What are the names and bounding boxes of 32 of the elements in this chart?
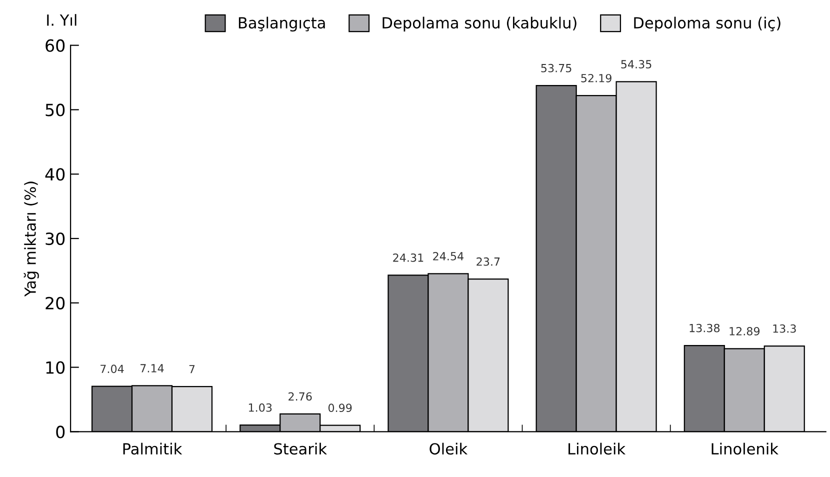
data-label: 52.19 [581, 74, 612, 82]
data-label: 12.89 [730, 327, 760, 336]
legend-label: Başlangıçta [238, 16, 325, 32]
data-label: 7.04 [100, 364, 124, 374]
data-label: 54.35 [621, 60, 652, 68]
x-tick-label: Palmitik [123, 442, 182, 455]
data-label: 1.03 [248, 403, 272, 412]
x-tick-label: Linoleik [568, 442, 626, 455]
y-tick-label: 50 [46, 104, 65, 116]
data-label: 13.38 [690, 324, 720, 332]
data-label: 7.14 [140, 364, 164, 372]
x-tick-label: Oleik [430, 442, 468, 455]
legend-title: I. Yıl [47, 14, 76, 26]
legend-label: Depolama sonu (kabuklu) [382, 16, 576, 32]
y-tick-label: 10 [46, 361, 65, 374]
data-label: 53.75 [541, 64, 572, 72]
data-label: 24.31 [393, 253, 424, 262]
data-label: 2.76 [288, 392, 312, 401]
y-tick-label: 0 [56, 426, 65, 438]
data-label: 13.3 [773, 324, 796, 333]
data-label: 7 [189, 365, 195, 374]
y-axis-title: Yağ miktarı (%) [24, 182, 39, 297]
data-label: 0.99 [328, 404, 352, 412]
y-tick-label: 40 [45, 168, 65, 181]
legend-label: Depoloma sonu (iç) [634, 16, 780, 32]
x-tick-label: Stearik [274, 442, 327, 455]
x-tick-label: Linolenik [712, 442, 778, 455]
y-tick-label: 30 [46, 232, 65, 246]
y-tick-label: 20 [46, 296, 65, 310]
data-label: 24.54 [433, 252, 464, 260]
y-tick-label: 60 [46, 39, 65, 52]
data-label: 23.7 [476, 257, 500, 266]
